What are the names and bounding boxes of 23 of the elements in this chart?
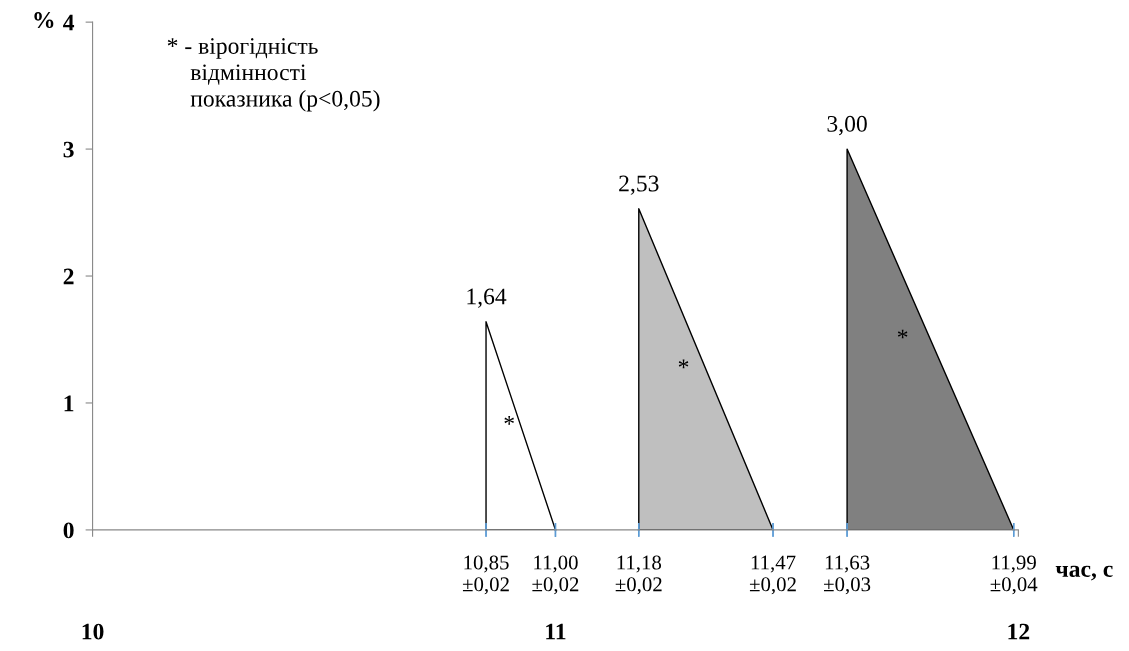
y-tick-label: 4 — [63, 14, 75, 31]
x-tick-label: 10 — [82, 623, 104, 640]
y-tick-label: 3 — [63, 141, 74, 158]
y-tick-label: 1 — [64, 395, 74, 412]
annotation: * — [897, 329, 908, 339]
annotation: 11,63 ±0,03 — [824, 555, 871, 595]
annotation: * - вірогідність відмінності показника (p<0,05) — [167, 38, 380, 112]
annotation: * — [504, 416, 514, 425]
data-label: 1,64 — [467, 288, 507, 308]
x-axis-title: час, с — [1055, 565, 1113, 581]
data-label: 3,00 — [827, 115, 867, 136]
annotation: 11,99 ±0,04 — [990, 555, 1038, 595]
annotation: 11,18 ±0,02 — [615, 555, 662, 595]
annotation: 10,85 ±0,02 — [462, 555, 509, 595]
y-tick-label: 2 — [63, 268, 74, 285]
annotation: 11,00 ±0,02 — [532, 555, 579, 595]
x-tick-label: 11 — [546, 623, 566, 640]
annotation: 11,47 ±0,02 — [749, 555, 796, 595]
x-tick-label: 12 — [1008, 623, 1030, 640]
y-axis-title: % — [34, 12, 54, 29]
y-tick-label: 0 — [63, 522, 74, 539]
annotation: * — [678, 359, 689, 369]
data-label: 2,53 — [619, 175, 659, 195]
